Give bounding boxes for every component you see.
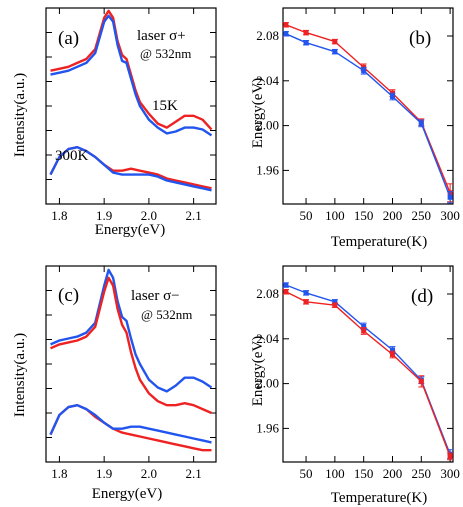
panel-b-xtick-label: 50 bbox=[300, 208, 313, 223]
panel-c-ylabel: Intensity(a.u.) bbox=[12, 333, 28, 417]
panel-a-xtick-label: 1.9 bbox=[96, 208, 112, 223]
panel-b-series-1-point bbox=[303, 30, 309, 36]
panel-a-label: (a) bbox=[58, 28, 79, 49]
panel-b-plot: 50 100 150 200 250 300 1.96 2.00 2.04 2.08 bbox=[256, 7, 460, 223]
panel-b-series-1-point bbox=[332, 39, 338, 45]
panel-d-ytick-label: 2.00 bbox=[256, 376, 279, 391]
panel-b-frame bbox=[282, 7, 454, 205]
panel-d-series-2-point bbox=[303, 299, 309, 305]
panel-a-series-4-line bbox=[49, 145, 212, 192]
panel-b-ytick-label: 1.96 bbox=[256, 162, 279, 177]
panel-d-series-2-point bbox=[361, 328, 367, 334]
panel-d-xtick-label: 300 bbox=[440, 466, 460, 481]
panel-b-series-2-point bbox=[283, 31, 289, 37]
panel-d-xtick-label: 50 bbox=[300, 466, 313, 481]
panel-a-xlabel: Energy(eV) bbox=[95, 222, 166, 238]
panel-b-series-2-point bbox=[332, 49, 338, 55]
panel-c: 1.8 1.9 2.0 2.1 (c) laser σ− @ 532nm Energy… bbox=[12, 265, 217, 502]
panel-a-wavelength-annotation: @ 532nm bbox=[140, 46, 191, 61]
panel-b-ytick-label: 2.08 bbox=[256, 28, 279, 43]
panel-b-xtick-label: 250 bbox=[412, 208, 432, 223]
panel-d-series-2-point bbox=[332, 302, 338, 308]
panel-d-series-1-line bbox=[285, 284, 451, 455]
panel-d-ytick-label: 2.04 bbox=[256, 331, 279, 346]
panel-b: 50 100 150 200 250 300 1.96 2.00 2.04 2.08 (b) Te… bbox=[250, 7, 460, 250]
panel-d: 50 100 150 200 250 300 1.96 2.00 2.04 2.08 (d) Te… bbox=[250, 265, 460, 506]
panel-a-xtick-label: 2.0 bbox=[141, 208, 157, 223]
panel-a-15k-annotation: 15K bbox=[152, 98, 178, 114]
panel-a-300k-annotation: 300K bbox=[55, 148, 89, 164]
panel-b-xlabel: Temperature(K) bbox=[331, 234, 427, 250]
panel-d-series-1-point bbox=[283, 282, 289, 288]
panel-b-series-1-point bbox=[283, 22, 289, 28]
panel-a-series-1-line bbox=[50, 9, 213, 131]
panel-b-ylabel: Energy(eV) bbox=[250, 78, 266, 149]
panel-a-laser-annotation: laser σ+ bbox=[137, 28, 186, 44]
panel-c-xlabel: Energy(eV) bbox=[92, 486, 163, 502]
panel-d-series-2-point bbox=[283, 289, 289, 295]
panel-c-series-1-line bbox=[50, 268, 213, 393]
panel-a-xtick-label: 1.8 bbox=[51, 208, 67, 223]
panel-d-series-1-point bbox=[303, 290, 309, 296]
panel-c-xtick-label: 1.9 bbox=[96, 466, 112, 481]
panel-c-series-4-line bbox=[49, 404, 212, 444]
panel-d-series-2-line bbox=[285, 291, 451, 457]
panel-b-ytick-label: 2.00 bbox=[256, 118, 279, 133]
panel-d-series-2-point bbox=[418, 378, 424, 384]
panel-d-series-2-point bbox=[389, 351, 395, 357]
panel-b-xtick-label: 150 bbox=[354, 208, 374, 223]
panel-b-series-2-point bbox=[447, 194, 453, 200]
panel-b-series-2-point bbox=[389, 93, 395, 99]
panel-b-series-1-line bbox=[285, 24, 451, 194]
panel-c-plot: 1.8 1.9 2.0 2.1 bbox=[45, 265, 217, 481]
panel-a-xtick-label: 2.1 bbox=[186, 208, 202, 223]
panel-d-label: (d) bbox=[411, 286, 433, 307]
panel-c-series-2-line bbox=[50, 276, 212, 415]
panel-b-xtick-label: 100 bbox=[325, 208, 345, 223]
panel-d-xtick-label: 200 bbox=[383, 466, 403, 481]
panel-d-xtick-label: 100 bbox=[325, 466, 345, 481]
panel-b-series-2-line bbox=[285, 33, 451, 198]
panel-d-xtick-label: 250 bbox=[412, 466, 432, 481]
panel-d-series-1-point bbox=[361, 323, 367, 329]
panel-c-wavelength-annotation: @ 532nm bbox=[141, 307, 192, 322]
panel-d-ylabel: Energy(eV) bbox=[250, 336, 266, 407]
panel-d-xtick-label: 150 bbox=[354, 466, 374, 481]
panel-d-ytick-label: 2.08 bbox=[256, 286, 279, 301]
panel-c-label: (c) bbox=[58, 285, 79, 306]
panel-d-xlabel: Temperature(K) bbox=[331, 490, 427, 506]
panel-c-xtick-label: 2.0 bbox=[141, 466, 157, 481]
panel-a-plot: 1.8 1.9 2.0 2.1 bbox=[45, 7, 217, 223]
panel-d-series-2-point bbox=[447, 453, 453, 459]
panel-b-series-2-point bbox=[361, 68, 367, 74]
panel-d-series-1-point bbox=[389, 347, 395, 353]
panel-a-series-2-line bbox=[50, 14, 213, 137]
panel-b-xtick-label: 200 bbox=[383, 208, 403, 223]
panel-b-series-2-point bbox=[303, 40, 309, 46]
panel-d-frame bbox=[282, 265, 454, 463]
panel-c-xtick-label: 1.8 bbox=[51, 466, 67, 481]
panel-c-xtick-label: 2.1 bbox=[186, 466, 202, 481]
panel-b-ytick-label: 2.04 bbox=[256, 73, 279, 88]
panel-a: 1.8 1.9 2.0 2.1 (a) laser σ+ @ 532nm 15K 30… bbox=[12, 7, 217, 238]
panel-d-ytick-label: 1.96 bbox=[256, 420, 279, 435]
panel-b-label: (b) bbox=[409, 28, 431, 49]
panel-d-plot: 50 100 150 200 250 300 1.96 2.00 2.04 2.08 bbox=[256, 265, 460, 481]
panel-b-series-2-point bbox=[418, 120, 424, 126]
panel-a-ylabel: Intensity(a.u.) bbox=[12, 73, 28, 157]
panel-b-xtick-label: 300 bbox=[440, 208, 460, 223]
panel-c-laser-annotation: laser σ− bbox=[131, 288, 180, 304]
panel-d-series-1-point bbox=[332, 299, 338, 305]
